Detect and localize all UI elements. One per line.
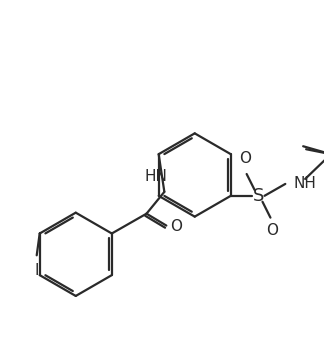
Text: NH: NH <box>293 176 316 191</box>
Text: O: O <box>170 219 182 234</box>
Text: S: S <box>253 187 264 205</box>
Text: O: O <box>239 151 251 166</box>
Text: HN: HN <box>145 169 168 184</box>
Text: O: O <box>266 223 279 238</box>
Text: I: I <box>34 263 39 278</box>
